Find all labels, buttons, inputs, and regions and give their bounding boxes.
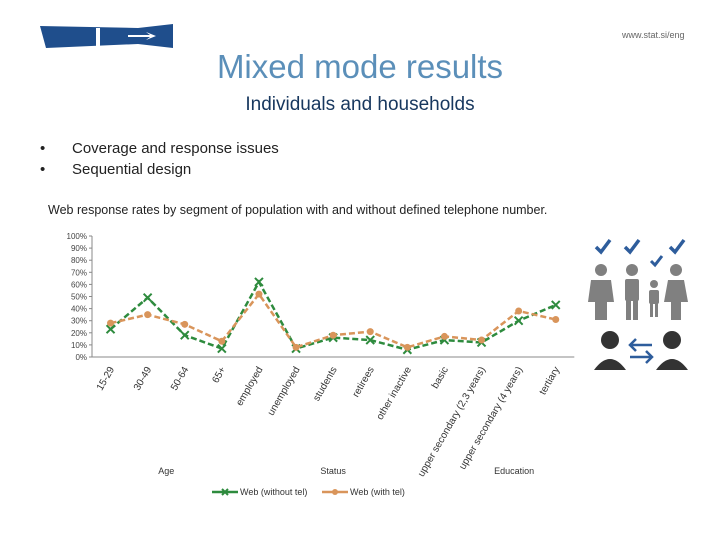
x-tick-label: upper secondary (2,3 years) (416, 365, 488, 479)
legend-label: Web (without tel) (240, 487, 307, 497)
data-point (254, 277, 264, 287)
exchange-arrows-icon (628, 338, 654, 364)
data-point (403, 343, 411, 351)
x-tick-label: other inactive (375, 365, 414, 422)
data-point (105, 324, 116, 334)
bullet-marker: • (40, 140, 46, 157)
group-label: Status (320, 466, 346, 476)
y-tick-label: 70% (71, 268, 87, 277)
illustration (588, 238, 688, 370)
data-point (181, 320, 189, 328)
site-url[interactable]: www.stat.si/eng (622, 30, 685, 40)
legend-marker (221, 488, 229, 496)
x-tick-label: retirees (351, 365, 377, 399)
y-tick-label: 40% (71, 305, 87, 314)
data-point (329, 331, 337, 339)
series-line (109, 279, 557, 352)
chart-axes: 0% 10% 20% 30% 40% 50% 60% 70% 80% 90% 100% (67, 232, 575, 362)
page-subtitle: Individuals and households (245, 94, 475, 115)
bullet-text: Coverage and response issues (72, 140, 279, 157)
x-tick-label: 50-64 (169, 365, 192, 393)
person-icon (594, 331, 626, 370)
checkmark-icon (594, 238, 612, 255)
x-tick-label: basic (430, 365, 451, 391)
legend-label: Web (with tel) (350, 487, 405, 497)
list-item: • Coverage and response issues (40, 138, 279, 159)
legend-marker (332, 489, 338, 495)
data-point (515, 307, 523, 315)
person-icon (588, 264, 614, 320)
x-tick-label: students (311, 365, 339, 403)
data-point (478, 336, 486, 344)
bullet-text: Sequential design (72, 161, 192, 178)
y-tick-label: 90% (71, 244, 87, 253)
checkmark-icon (668, 238, 686, 255)
x-tick-label: 30-49 (132, 365, 155, 393)
y-tick-label: 30% (71, 317, 87, 326)
group-label: Education (494, 466, 534, 476)
x-tick-label: 15-29 (95, 365, 118, 393)
data-point (292, 343, 300, 351)
y-tick-label: 100% (67, 232, 87, 241)
data-point (513, 315, 524, 326)
data-point (142, 293, 153, 303)
chart-caption: Web response rates by segment of populat… (48, 203, 548, 217)
y-tick-label: 0% (75, 353, 87, 362)
bullet-list: • Coverage and response issues • Sequentia… (40, 138, 279, 180)
chart-series (105, 277, 561, 355)
data-point (217, 343, 227, 354)
data-point (180, 330, 190, 340)
x-tick-label: 65+ (210, 365, 228, 385)
data-point (218, 337, 226, 345)
list-item: • Sequential design (40, 159, 279, 180)
y-tick-label: 80% (71, 256, 87, 265)
data-point (552, 315, 560, 323)
person-icon (656, 331, 688, 370)
family-icon (625, 264, 688, 320)
checkmark-icon (623, 238, 641, 255)
bullet-marker: • (40, 161, 46, 178)
y-tick-label: 60% (71, 280, 87, 289)
chart-legend: Web (without tel) Web (with tel) (212, 487, 405, 497)
page-title: Mixed mode results (216, 48, 504, 85)
data-point (144, 311, 152, 319)
y-tick-label: 50% (71, 293, 87, 302)
y-tick-label: 10% (71, 341, 87, 350)
data-point (551, 300, 561, 310)
data-point (365, 335, 375, 345)
data-point (255, 290, 263, 298)
y-tick-label: 20% (71, 329, 87, 338)
x-tick-label: employed (234, 365, 265, 408)
checkmark-icon (649, 255, 664, 268)
data-point (440, 332, 448, 340)
logo-icon (40, 24, 173, 48)
x-tick-label: tertiary (538, 365, 563, 397)
x-tick-label: unemployed (266, 365, 303, 418)
chart-labels: 15-29 30-49 50-64 65+ employed unemployed stud… (95, 365, 563, 479)
data-point (366, 328, 374, 336)
x-tick-label: upper secondary (4 years) (457, 365, 525, 472)
group-label: Age (158, 466, 174, 476)
data-point (107, 319, 115, 327)
